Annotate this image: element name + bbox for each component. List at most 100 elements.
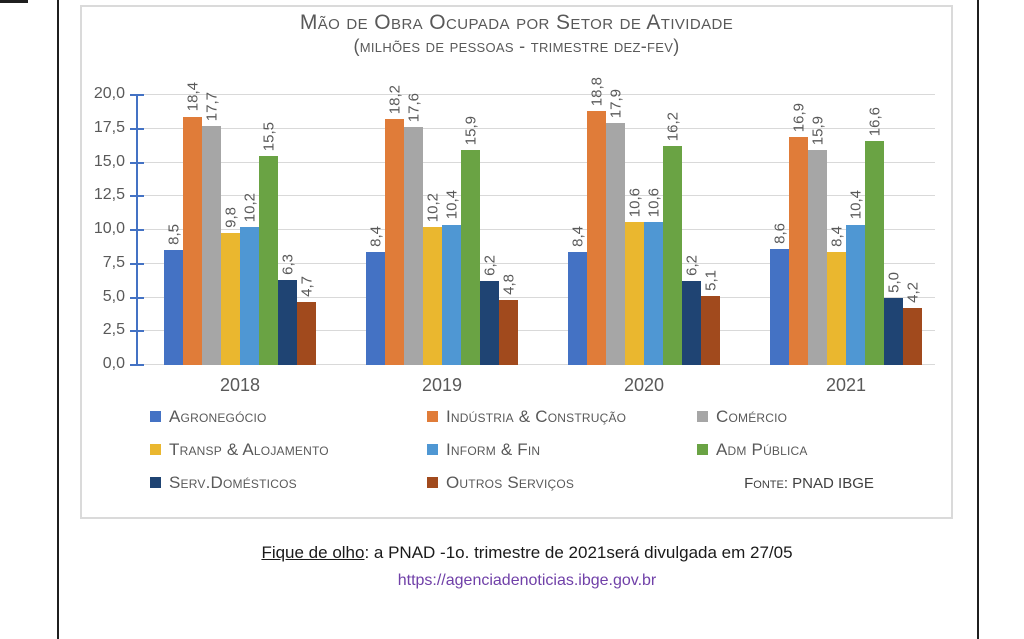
bar-value-label: 10,6: [626, 187, 643, 217]
gridline: [137, 195, 935, 197]
bar-value-label: 5,0: [885, 271, 902, 293]
bar-group-2021: 8,6 16,9 15,9 8,4 10,4 16,6 5,0 4,2 2021: [770, 95, 922, 395]
bar: 8,4: [568, 226, 587, 365]
bar-value-label: 18,2: [386, 85, 403, 115]
bar-value-label: 4,2: [904, 282, 921, 304]
y-tick: [130, 195, 144, 198]
right-frame-rule: [977, 0, 979, 639]
x-category-label: 2021: [825, 375, 867, 395]
bar-value-label: 8,4: [569, 225, 586, 247]
left-frame-rule: [57, 0, 59, 639]
bar-value-label: 15,9: [809, 116, 826, 146]
legend-item: Agronegócio: [150, 405, 427, 428]
legend-item: Indústria & Construção: [427, 405, 697, 428]
legend-item: Outros Serviços: [427, 471, 697, 494]
legend-item: Comércio: [697, 405, 921, 428]
bar: 6,3: [278, 254, 297, 365]
footer-link[interactable]: https://agenciadenoticias.ibge.gov.br: [397, 572, 657, 589]
bar-value-label: 16,9: [790, 102, 807, 132]
chart-title: Mão de Obra Ocupada por Setor de Ativida…: [299, 11, 734, 34]
legend-label: Serv.Domésticos: [169, 472, 297, 492]
bar-group-2020: 8,4 18,8 17,9 10,6 10,6 16,2 6,2 5,1 2020: [568, 77, 720, 395]
bar-value-label: 10,4: [847, 190, 864, 220]
footer-note-highlight: Fique de olho: [261, 543, 365, 562]
legend-swatch: [427, 444, 438, 455]
bar-value-label: 18,4: [184, 82, 201, 112]
legend-item: Serv.Domésticos: [150, 471, 427, 494]
bar-value-label: 8,4: [828, 225, 845, 247]
bar-value-label: 10,2: [424, 193, 441, 223]
bar: 10,6: [644, 188, 663, 365]
bar-value-label: 15,5: [260, 121, 277, 151]
bar-groups: 8,5 18,4 17,7 9,8 10,2 15,5 6,3 4,7 2018 8,4 18,2 1…: [137, 77, 935, 395]
gridline: [137, 296, 935, 298]
bar: 16,6: [865, 107, 884, 365]
bar: 10,6: [625, 188, 644, 365]
y-tick-label: 5,0: [102, 287, 125, 305]
bar: 6,2: [480, 255, 499, 365]
y-tick: [130, 127, 144, 130]
gridline: [137, 330, 935, 332]
chart-subtitle: (milhões de pessoas - trimestre dez-fev): [353, 36, 680, 56]
bar: 16,9: [789, 103, 808, 365]
y-tick: [130, 94, 144, 96]
bar-value-label: 5,1: [702, 270, 719, 292]
legend-swatch: [427, 477, 438, 488]
legend-label: Outros Serviços: [446, 472, 575, 492]
bar-value-label: 18,8: [588, 77, 605, 107]
y-tick: [130, 161, 144, 164]
legend-swatch: [697, 411, 708, 422]
y-tick-label: 12,5: [93, 186, 125, 204]
bar: 18,4: [183, 82, 202, 365]
bar: 17,9: [606, 89, 625, 365]
plot-area: 8,5 18,4 17,7 9,8 10,2 15,5 6,3 4,7 2018 8,4 18,2 1…: [94, 77, 935, 395]
bar: 4,2: [903, 282, 922, 365]
gridline: [137, 229, 935, 230]
legend-swatch: [697, 444, 708, 455]
x-category-label: 2019: [421, 375, 463, 395]
bar: 10,2: [240, 193, 259, 365]
bar-value-label: 8,4: [367, 225, 384, 247]
gridline: [137, 364, 935, 365]
bar: 8,6: [770, 223, 789, 365]
bar-value-label: 9,8: [222, 206, 239, 228]
legend-label: Comércio: [716, 406, 788, 426]
top-frame-rule: [0, 0, 28, 3]
legend-swatch: [150, 477, 161, 488]
bar-value-label: 15,9: [462, 116, 479, 146]
bar: 5,1: [701, 270, 720, 365]
legend-swatch: [150, 411, 161, 422]
legend-label: Indústria & Construção: [446, 406, 627, 426]
bar: 18,8: [587, 77, 606, 365]
bar-value-label: 17,7: [203, 91, 220, 122]
legend-item: Inform & Fin: [427, 438, 697, 461]
gridline: [137, 161, 935, 163]
y-tick-label: 15,0: [93, 152, 125, 170]
legend-swatch: [427, 411, 438, 422]
bar: 10,2: [423, 193, 442, 365]
bar-value-label: 16,2: [664, 112, 681, 142]
gridline: [137, 262, 935, 264]
legend-label: Agronegócio: [169, 406, 267, 426]
bar: 15,9: [461, 116, 480, 365]
y-tick: [130, 229, 144, 231]
bar-group-2019: 8,4 18,2 17,6 10,2 10,4 15,9 6,2 4,8 2019: [366, 85, 518, 395]
bar-value-label: 10,4: [443, 190, 460, 220]
bar: 9,8: [221, 207, 240, 365]
bar: 6,2: [682, 255, 701, 365]
bar: 4,8: [499, 274, 518, 365]
bar-value-label: 6,3: [279, 254, 296, 275]
bar-value-label: 16,6: [866, 106, 883, 136]
legend-label: Transp & Alojamento: [169, 439, 329, 459]
chart-panel: Mão de Obra Ocupada por Setor de Ativida…: [80, 5, 953, 519]
bar: 15,9: [808, 116, 827, 365]
y-tick-label: 10,0: [93, 220, 125, 237]
y-tick-label: 20,0: [93, 85, 125, 102]
y-tick: [130, 262, 144, 265]
bar-value-label: 17,6: [405, 93, 422, 123]
bar: 4,7: [297, 276, 316, 365]
y-tick: [130, 364, 144, 366]
x-category-label: 2018: [219, 375, 261, 395]
source-note: Fonte: PNAD IBGE: [744, 475, 874, 492]
bar: 10,4: [846, 190, 865, 365]
